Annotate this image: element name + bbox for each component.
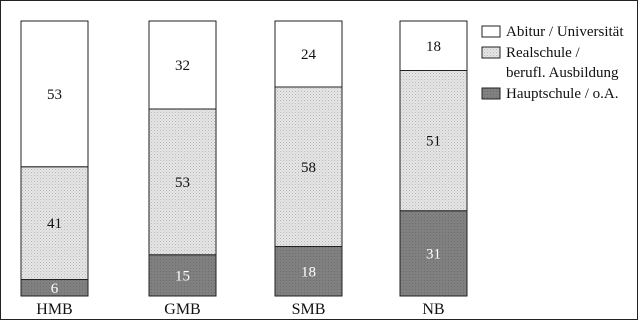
legend-swatch-2 [481,87,501,100]
data-label-gmb-1: 53 [175,175,190,191]
data-label-hmb-1: 41 [47,216,62,232]
data-label-smb-0: 18 [301,264,316,280]
bars-group: 6 41 53 15 53 32 18 58 24 31 51 18 [20,20,468,297]
bar-segment-nb-2 [399,20,468,71]
category-label-nb: NB [422,301,444,318]
legend-swatch-0 [481,25,501,38]
bar-segment-nb-1 [399,70,468,212]
category-label-smb: SMB [292,301,326,318]
data-label-gmb-0: 15 [175,268,190,284]
category-label-gmb: GMB [164,301,200,318]
bar-segment-nb-0 [399,210,468,297]
bar-segment-hmb-2 [20,20,89,168]
data-label-smb-1: 58 [301,160,316,176]
category-label-hmb: HMB [36,301,72,318]
data-label-smb-2: 24 [301,47,317,63]
bar-segment-smb-1 [274,86,343,247]
legend: Abitur / Universität Realschule / berufl. … [481,24,624,102]
legend-swatch-1 [481,46,501,59]
data-label-nb-2: 18 [426,39,441,55]
category-labels: HMB GMB SMB NB [36,301,444,318]
bar-segment-smb-0 [274,246,343,297]
legend-label-0-0: Abitur / Universität [506,24,624,40]
data-label-gmb-2: 32 [175,58,190,74]
legend-label-1-1: berufl. Ausbildung [506,65,619,81]
legend-label-1-0: Realschule / [506,45,581,61]
data-label-hmb-2: 53 [47,87,62,103]
bar-segment-smb-2 [274,20,343,88]
legend-label-2-0: Hauptschule / o.A. [506,86,618,102]
data-label-nb-1: 51 [426,134,441,150]
bar-segment-hmb-1 [20,166,89,280]
data-label-hmb-0: 6 [51,281,59,297]
data-label-nb-0: 31 [426,246,441,262]
bar-segment-gmb-2 [148,20,217,110]
bar-segment-gmb-0 [148,254,217,297]
bar-segment-gmb-1 [148,108,217,256]
